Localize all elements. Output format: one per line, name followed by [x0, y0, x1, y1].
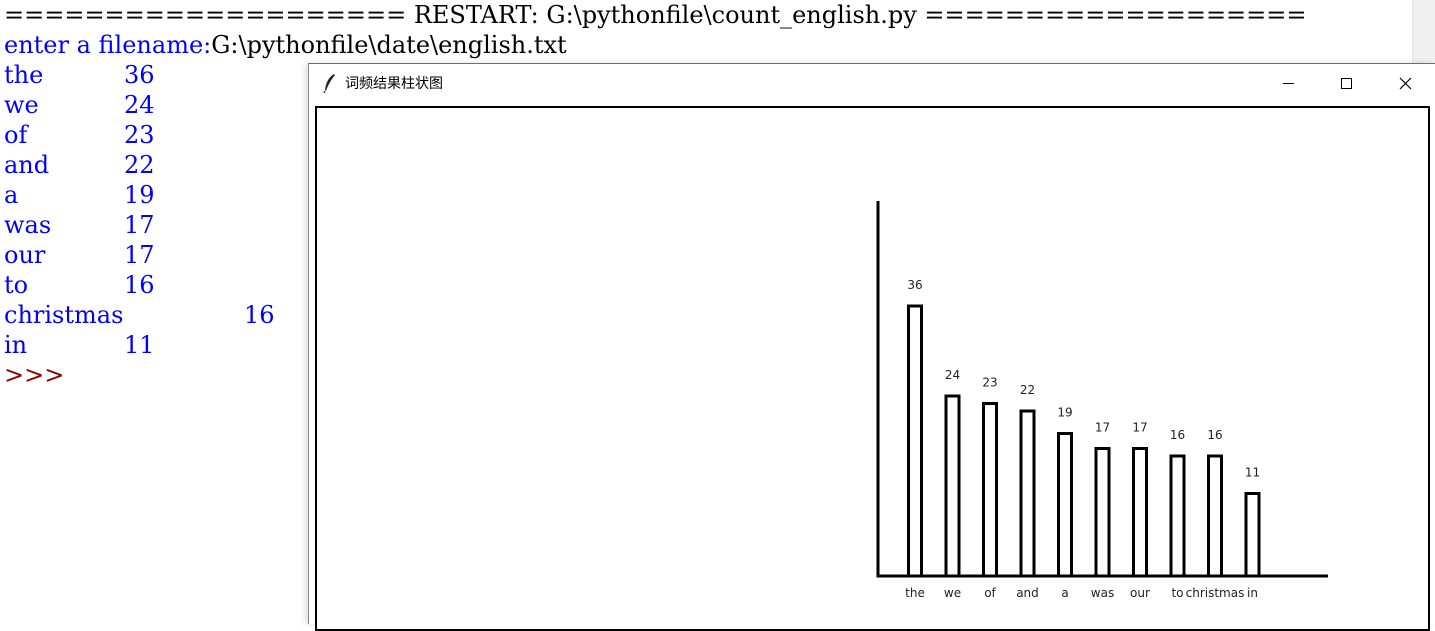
python-shell[interactable]: ==================== RESTART: G:\pythonf… [0, 0, 1412, 624]
bar-value-label: 23 [982, 376, 997, 390]
bar-value-label: 17 [1095, 421, 1110, 435]
bar-chart: 36 the 24 we 23 of 22 and 19 a 17 was 17 our 16 to 16 chr… [876, 201, 1328, 600]
category-label: and [1016, 586, 1039, 600]
tk-feather-icon [323, 74, 335, 93]
result-word: in [4, 331, 28, 359]
bar-the [907, 304, 923, 578]
maximize-button[interactable] [1317, 64, 1375, 102]
result-word: to [4, 271, 29, 299]
bar-of [982, 402, 998, 578]
shell-prompt[interactable]: >>> [4, 361, 65, 389]
result-word: of [4, 121, 28, 149]
bar-in [1244, 492, 1261, 578]
category-label: christmas [1186, 586, 1245, 600]
filename-prompt-line: enter a filename:G:\pythonfile\date\engl… [4, 30, 567, 60]
filename-input[interactable]: G:\pythonfile\date\english.txt [211, 31, 567, 59]
maximize-icon [1341, 78, 1352, 89]
bar-was [1094, 447, 1111, 578]
close-button[interactable] [1375, 64, 1433, 102]
result-word: was [4, 211, 52, 239]
bar-a [1057, 432, 1073, 578]
category-label: of [984, 586, 996, 600]
result-count: 36 [124, 61, 155, 89]
result-count: 16 [244, 301, 275, 329]
bar-value-label: 36 [907, 278, 922, 292]
bar-to [1169, 454, 1186, 578]
result-count: 11 [124, 331, 155, 359]
bar-value-label: 11 [1245, 466, 1260, 480]
title-bar[interactable]: 词频结果柱状图 [309, 64, 1435, 102]
result-word: our [4, 241, 46, 269]
result-word: the [4, 61, 44, 89]
chart-window: 词频结果柱状图 36 the 24 we 23 of 22 and 19 a 17 was 17 our 1… [308, 63, 1435, 631]
category-label: in [1247, 586, 1258, 600]
category-label: a [1061, 586, 1068, 600]
minimize-icon [1283, 83, 1294, 84]
result-count: 19 [124, 181, 155, 209]
result-word: a [4, 181, 19, 209]
result-count: 17 [124, 211, 155, 239]
close-icon [1399, 77, 1412, 90]
restart-banner: ==================== RESTART: G:\pythonf… [4, 1, 1307, 29]
category-label: the [905, 586, 925, 600]
minimize-button[interactable] [1259, 64, 1317, 102]
result-count: 22 [124, 151, 155, 179]
bar-value-label: 16 [1207, 428, 1222, 442]
result-count: 24 [124, 91, 155, 119]
result-count: 23 [124, 121, 155, 149]
bar-value-label: 19 [1057, 406, 1072, 420]
category-label: our [1130, 586, 1150, 600]
result-word: christmas [4, 301, 124, 329]
bar-value-label: 17 [1132, 421, 1147, 435]
category-label: we [944, 586, 961, 600]
result-word: we [4, 91, 39, 119]
chart-canvas: 36 the 24 we 23 of 22 and 19 a 17 was 17 our 16 to 16 chr… [315, 106, 1430, 631]
category-label: was [1091, 586, 1114, 600]
bar-we [944, 394, 961, 578]
category-label: to [1171, 586, 1183, 600]
result-count: 16 [124, 271, 155, 299]
bars-layer: 36 the 24 we 23 of 22 and 19 a 17 was 17 our 16 to 16 chr… [905, 278, 1261, 600]
bar-value-label: 24 [945, 368, 960, 382]
window-title: 词频结果柱状图 [345, 76, 443, 92]
bar-value-label: 22 [1020, 383, 1035, 397]
filename-prompt-label: enter a filename: [4, 31, 212, 59]
bar-value-label: 16 [1170, 428, 1185, 442]
result-count: 17 [124, 241, 155, 269]
bar-our [1132, 447, 1148, 578]
bar-and [1019, 409, 1036, 578]
result-word: and [4, 151, 50, 179]
bar-christmas [1207, 454, 1223, 578]
